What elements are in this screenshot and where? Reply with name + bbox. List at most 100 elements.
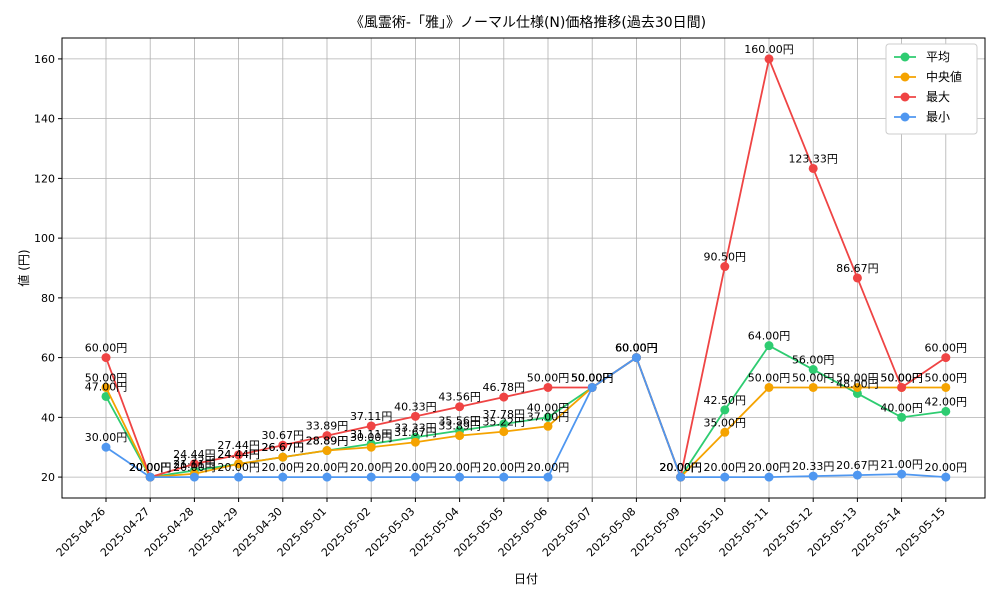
data-label: 60.00円 [925, 342, 968, 355]
series-line [105, 356, 946, 478]
data-label: 20.00円 [704, 461, 747, 474]
data-point [410, 472, 420, 482]
legend-entry: 中央値 [926, 69, 962, 84]
data-point [101, 353, 111, 363]
data-label: 20.00円 [659, 461, 702, 474]
data-label: 24.44円 [217, 448, 260, 461]
data-label: 60.00円 [615, 342, 658, 355]
data-label: 31.11円 [350, 428, 393, 441]
data-label: 26.67円 [262, 441, 305, 454]
data-point [499, 392, 509, 402]
legend-swatch-marker [900, 52, 910, 62]
data-label: 30.67円 [262, 429, 305, 442]
data-point [897, 382, 907, 392]
legend-box [885, 43, 978, 135]
data-point [189, 459, 199, 469]
data-point [720, 405, 730, 415]
data-label: 22.22円 [173, 454, 216, 467]
data-label: 123.33円 [788, 152, 838, 165]
data-label: 50.00円 [571, 371, 614, 384]
data-point [234, 459, 244, 469]
data-label: 46.78円 [483, 381, 526, 394]
data-point [808, 382, 818, 392]
data-label: 43.56円 [438, 391, 481, 404]
data-label: 48.00円 [836, 377, 879, 390]
data-label: 50.00円 [571, 371, 614, 384]
data-label: 42.00円 [925, 395, 968, 408]
data-label: 50.00円 [880, 371, 923, 384]
data-label: 50.00円 [571, 371, 614, 384]
data-label: 37.11円 [350, 410, 393, 423]
data-label: 60.00円 [615, 342, 658, 355]
data-label: 20.00円 [217, 461, 260, 474]
data-label: 50.00円 [527, 371, 570, 384]
axes: 204060801001201401602025-04-262025-04-27… [34, 37, 986, 559]
data-label: 24.44円 [217, 448, 260, 461]
data-point [455, 472, 465, 482]
plot-frame [61, 37, 986, 499]
data-point [764, 382, 774, 392]
series-line [105, 356, 946, 479]
data-point [101, 391, 111, 401]
data-label: 20.00円 [306, 461, 349, 474]
data-point [852, 382, 862, 392]
data-point [764, 54, 774, 64]
series-layer [101, 54, 951, 482]
data-point [410, 411, 420, 421]
data-label: 24.44円 [173, 448, 216, 461]
data-label: 20.00円 [129, 461, 172, 474]
data-point [322, 431, 332, 441]
data-label: 20.67円 [836, 459, 879, 472]
y-axis-label: 値 (円) [16, 249, 31, 286]
data-label: 20.00円 [129, 461, 172, 474]
data-point [366, 442, 376, 452]
data-label: 30.00円 [350, 431, 393, 444]
legend-entry: 平均 [926, 50, 950, 64]
data-point [322, 472, 332, 482]
data-label: 42.50円 [704, 394, 747, 407]
data-point [941, 406, 951, 416]
data-label: 20.00円 [173, 461, 216, 474]
data-point [808, 471, 818, 481]
data-point [676, 472, 686, 482]
data-label: 20.33円 [792, 460, 835, 473]
data-label: 60.00円 [615, 342, 658, 355]
data-label: 20.00円 [262, 461, 305, 474]
data-label: 40.00円 [880, 401, 923, 414]
data-point [145, 472, 155, 482]
data-point [499, 419, 509, 429]
data-point [720, 427, 730, 437]
data-point [234, 472, 244, 482]
data-label: 56.00円 [792, 354, 835, 367]
legend-entry: 最小 [926, 110, 950, 124]
data-point [941, 353, 951, 363]
data-point [941, 382, 951, 392]
data-point [720, 262, 730, 272]
x-axis-label: 日付 [514, 572, 538, 586]
data-label: 20.00円 [659, 461, 702, 474]
data-label: 27.44円 [217, 439, 260, 452]
data-point [720, 472, 730, 482]
legend-entry: 最大 [926, 90, 950, 104]
legend-swatch-marker [900, 92, 910, 102]
y-tick-label: 40 [41, 411, 55, 424]
data-label: 50.00円 [792, 371, 835, 384]
y-tick-label: 120 [34, 172, 55, 185]
y-tick-label: 140 [34, 113, 55, 126]
data-label: 40.00円 [527, 401, 570, 414]
data-label: 26.67円 [262, 441, 305, 454]
legend-swatch-marker [900, 72, 910, 82]
data-point [852, 470, 862, 480]
data-point [278, 440, 288, 450]
data-point [941, 472, 951, 482]
data-label: 33.89円 [306, 420, 349, 433]
data-label: 50.00円 [836, 371, 879, 384]
data-point [852, 273, 862, 283]
data-label: 20.00円 [659, 461, 702, 474]
data-label: 50.00円 [571, 371, 614, 384]
data-label: 40.33円 [394, 400, 437, 413]
data-label: 37.00円 [527, 410, 570, 423]
data-point [366, 421, 376, 431]
data-point [808, 163, 818, 173]
